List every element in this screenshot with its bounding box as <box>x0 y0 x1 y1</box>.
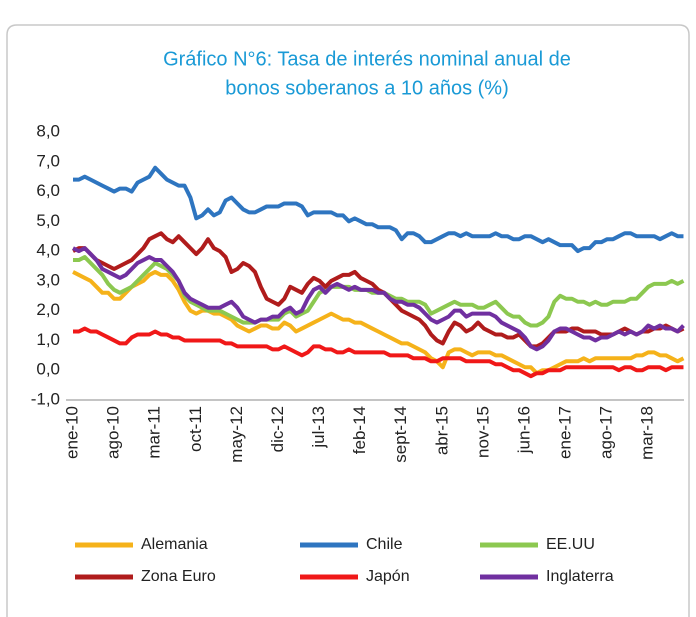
x-tick-label: nov-15 <box>473 406 492 458</box>
y-tick-label: 5,0 <box>36 211 60 230</box>
x-tick-label: abr-15 <box>432 406 451 455</box>
frame <box>6 24 690 617</box>
legend-label: Chile <box>366 536 403 553</box>
x-tick-label: may-12 <box>227 406 246 463</box>
x-tick-label: dic-12 <box>268 406 287 452</box>
series-line <box>73 326 684 379</box>
y-tick-label: 3,0 <box>36 270 60 289</box>
x-tick-label: mar-18 <box>638 406 657 460</box>
x-tick-label: ene-17 <box>556 406 575 459</box>
x-tick-label: jun-16 <box>514 406 533 454</box>
legend-label: EE.UU <box>546 536 595 553</box>
x-tick-label: sept-14 <box>391 406 410 463</box>
y-tick-label: -1,0 <box>31 389 60 408</box>
x-tick-label: oct-11 <box>186 406 205 452</box>
y-tick-label: 1,0 <box>36 330 60 349</box>
x-tick-label: ago-17 <box>597 406 616 459</box>
y-tick-label: 6,0 <box>36 181 60 200</box>
y-tick-label: 7,0 <box>36 151 60 170</box>
y-tick-label: 2,0 <box>36 300 60 319</box>
y-tick-label: 4,0 <box>36 241 60 260</box>
chart-title: Gráfico N°6: Tasa de interés nominal anu… <box>163 48 571 70</box>
x-tick-label: feb-14 <box>350 406 369 454</box>
series-line <box>72 231 685 349</box>
series-line <box>72 246 685 352</box>
x-tick-label: ene-10 <box>62 406 81 459</box>
x-tick-label: ago-10 <box>104 406 123 459</box>
x-tick-label: jul-13 <box>309 406 328 449</box>
legend-label: Inglaterra <box>546 568 614 585</box>
y-tick-label: 8,0 <box>36 121 60 140</box>
chart-title: bonos soberanos a 10 años (%) <box>225 77 509 99</box>
legend-label: Alemania <box>141 536 208 553</box>
x-tick-label: mar-11 <box>145 406 164 459</box>
series-line <box>72 269 685 376</box>
y-tick-label: 0,0 <box>36 360 60 379</box>
legend-label: Zona Euro <box>141 568 216 585</box>
legend-label: Japón <box>366 568 410 585</box>
series-line <box>73 165 684 254</box>
